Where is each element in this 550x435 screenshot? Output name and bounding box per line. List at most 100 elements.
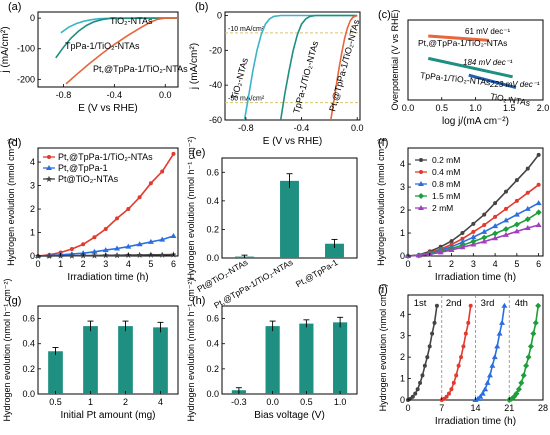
x-axis-label: Initial Pt amount (mg): [60, 410, 155, 421]
y-tick-label: 2: [400, 205, 405, 215]
data-point: [535, 221, 542, 227]
data-point: [536, 182, 541, 187]
legend-label: Pt,@TpPa-1/TiO₂-NTAs: [58, 152, 153, 162]
y-axis-label: Hydrogen evolution (nmol h⁻¹ cm⁻²): [2, 278, 12, 421]
data-point: [114, 252, 121, 259]
data-point: [493, 201, 498, 206]
data-point: [513, 390, 520, 397]
bar: [83, 326, 98, 394]
x-axis-label: E (V vs RHE): [78, 103, 137, 114]
cycle-label: 2nd: [446, 298, 462, 309]
legend-label: 0.8 mM: [432, 179, 460, 189]
bar: [280, 180, 299, 258]
data-point: [503, 206, 508, 211]
y-tick-label: 0.4: [206, 196, 219, 206]
curve-label: TiO₂-NTAs: [110, 16, 153, 26]
x-axis-label: Irradiation time (h): [435, 272, 516, 283]
panel-b: (b) -10 mA/cm² -50 mA/cm² -0.8 -0.4 0.0 -60 -40…: [189, 1, 363, 147]
series-line: [279, 14, 358, 120]
curve-label: TiO₂-NTAs: [229, 56, 250, 100]
x-axis-label: log j/(mA cm⁻²): [442, 116, 509, 127]
panel-label: (g): [8, 295, 21, 307]
data-point: [451, 380, 456, 385]
data-point: [410, 394, 415, 399]
bar: [299, 323, 314, 394]
series-line: [407, 202, 539, 257]
x-tick-label: -0.3: [231, 397, 247, 407]
data-point: [524, 205, 531, 211]
panel-d: (d) 0 1 2 3 4 5 6 0 1 2 3 4 Irradiation time (h) Hydro…: [6, 137, 179, 283]
data-point: [136, 241, 143, 247]
data-point: [46, 165, 52, 170]
x-tick-label: 2: [123, 397, 128, 407]
series-line: [55, 17, 178, 59]
series-line: [441, 305, 472, 401]
panel-label: (d): [8, 137, 21, 149]
x-tick-label: -0.4: [107, 90, 123, 100]
y-tick-label: 0.0: [22, 389, 35, 399]
y-axis-label: Hydrogen evolution (nmol h⁻¹ cm⁻²): [186, 136, 196, 279]
y-axis-label: j (mA/cm²): [0, 26, 11, 73]
slope-label: 61 mV dec⁻¹: [465, 27, 510, 36]
y-tick-label: -200: [17, 74, 35, 84]
data-point: [148, 181, 153, 186]
data-point: [430, 331, 435, 336]
x-tick-label: 0: [405, 259, 410, 269]
y-axis-label: Hydrogen evolution (nmol h⁻¹ cm⁻²): [186, 278, 196, 421]
data-point: [481, 234, 488, 241]
data-point: [46, 252, 53, 259]
x-tick-label: 4: [493, 259, 498, 269]
y-tick-label: 3: [400, 182, 405, 192]
data-point: [502, 217, 509, 223]
series-line: [243, 14, 358, 120]
y-tick-label: 0.0: [206, 389, 219, 399]
y-axis-label: Hydrogen evolution (nmol cm⁻²): [378, 284, 388, 412]
data-point: [530, 330, 537, 337]
data-point: [92, 235, 97, 240]
data-point: [502, 231, 509, 237]
data-point: [103, 227, 108, 231]
series-line: [65, 17, 178, 85]
plot-frame: [37, 305, 179, 395]
data-point: [460, 231, 465, 236]
y-tick-label: 4: [400, 309, 405, 319]
series-line: [508, 305, 539, 401]
data-point: [415, 387, 420, 392]
data-point: [477, 393, 484, 399]
x-tick-label: 6: [171, 259, 176, 269]
x-axis-label: Bias voltage (V): [254, 410, 325, 421]
cycle-label: 3rd: [481, 298, 495, 309]
x-axis-label: Irradiation time (h): [435, 416, 516, 427]
x-tick-label: 6: [536, 259, 541, 269]
data-point: [425, 355, 430, 360]
panel-a: (a) -0.8 -0.4 0.0 -200 -100 0 E (V vs RHE) j (mA…: [0, 1, 188, 114]
data-point: [518, 379, 525, 386]
x-tick-label: 1.0: [334, 397, 347, 407]
data-point: [126, 207, 131, 212]
x-tick-label: Pt,@TpPa-1/TiO₂-NTAs: [212, 257, 294, 310]
x-tick-label: 1.0: [469, 103, 482, 113]
y-tick-label: 2: [30, 204, 35, 214]
y-tick-label: 0.6: [206, 167, 219, 177]
y-tick-label: 0: [30, 251, 35, 261]
legend-label: 2 mM: [432, 203, 453, 213]
x-tick-label: 2: [81, 259, 86, 269]
data-point: [459, 244, 466, 250]
bar: [118, 326, 133, 394]
y-axis-label: j (mA/cm²): [189, 43, 200, 90]
data-point: [524, 224, 531, 230]
x-tick-label: 0.0: [351, 123, 364, 133]
series-line: [330, 14, 358, 120]
data-point: [68, 252, 75, 259]
data-point: [432, 320, 437, 325]
x-tick-label: 2: [449, 259, 454, 269]
y-tick-label: 3: [30, 181, 35, 191]
cycle-label: 4th: [515, 298, 528, 309]
x-tick-label: 0: [35, 259, 40, 269]
x-tick-label: 14: [470, 403, 480, 413]
data-point: [102, 247, 109, 253]
curve-label: Pt,@TpPa-1/TiO₂-NTAs: [327, 18, 361, 112]
y-tick-label: 0: [30, 13, 35, 23]
data-point: [503, 189, 508, 194]
